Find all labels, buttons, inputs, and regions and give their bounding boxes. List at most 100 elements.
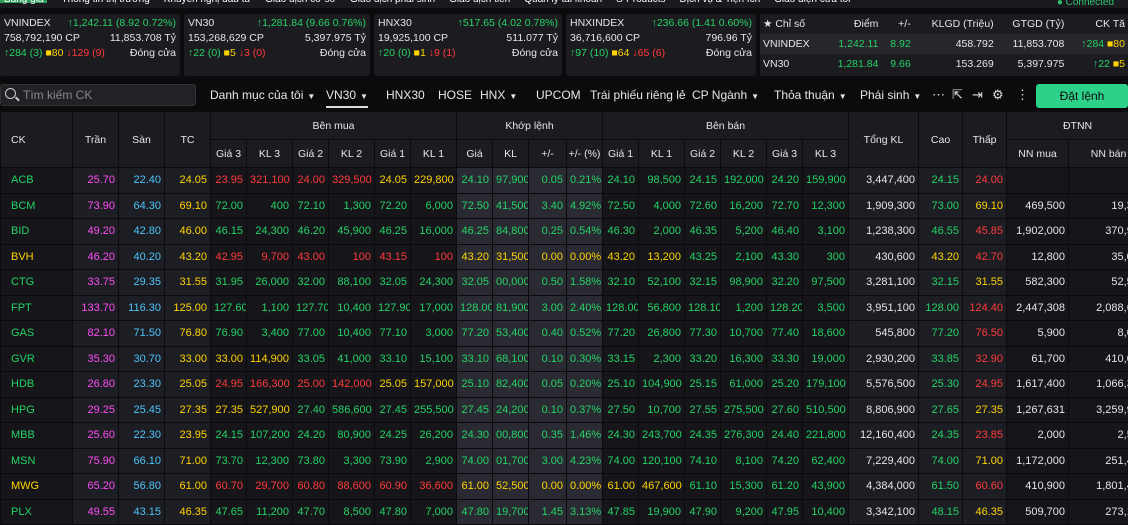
kebab-menu-icon[interactable]: ⋮ <box>1016 87 1029 103</box>
menu-0[interactable]: Danh mục của tôi▼ <box>210 82 315 108</box>
data-cell: 43.00 <box>293 244 329 270</box>
data-cell: 33.20 <box>685 346 721 372</box>
data-cell: 76.80 <box>165 321 211 347</box>
data-cell: 469,500 <box>1007 193 1069 219</box>
summary-cell: 11,853.708 <box>997 34 1068 54</box>
index-card[interactable]: VN30↑1,281.84 (9.66 0.76%)153,268,629 CP… <box>184 14 370 76</box>
summary-cell: 5,397.975 <box>997 54 1068 74</box>
nav-item[interactable]: Giao diện cửa tôi <box>774 0 850 3</box>
index-card[interactable]: HNXINDEX↑236.66 (1.41 0.60%)36,716,600 C… <box>566 14 756 76</box>
data-cell: 24.15 <box>211 423 247 449</box>
menu-2[interactable]: HNX30 <box>386 82 425 108</box>
index-breadth: ↑284 (3) ■80 ↓129 (9) <box>4 46 105 61</box>
data-cell: 23.95 <box>165 423 211 449</box>
data-cell: 27.45 <box>375 397 411 423</box>
menu-label: HOSE <box>438 88 472 102</box>
search-input[interactable]: Tìm kiếm CK <box>0 84 196 106</box>
symbol-cell[interactable]: GVR <box>1 346 73 372</box>
col-ck: CK <box>1 112 73 168</box>
symbol-cell[interactable]: BCM <box>1 193 73 219</box>
nav-item[interactable]: Khuyến nghị đầu tư <box>164 0 251 3</box>
symbol-cell[interactable]: HPG <box>1 397 73 423</box>
data-cell: 27.35 <box>963 397 1007 423</box>
index-card[interactable]: VNINDEX↑1,242.11 (8.92 0.72%)758,792,190… <box>0 14 180 76</box>
export-icon[interactable]: ⇱ <box>952 87 963 103</box>
symbol-cell[interactable]: BVH <box>1 244 73 270</box>
search-icon <box>5 88 16 99</box>
data-cell: 61.00 <box>165 474 211 500</box>
menu-7[interactable]: CP Ngành▼ <box>692 82 759 108</box>
summary-cell: VNINDEX <box>760 34 824 54</box>
menu-9[interactable]: Phái sinh▼ <box>860 82 921 108</box>
data-cell: 157,000 <box>411 372 457 398</box>
place-order-button[interactable]: Đặt lệnh <box>1036 84 1128 108</box>
symbol-cell[interactable]: BID <box>1 219 73 245</box>
data-cell: 74.00 <box>603 448 639 474</box>
menu-8[interactable]: Thỏa thuận▼ <box>774 82 847 108</box>
data-cell: 8,806,900 <box>849 397 919 423</box>
nav-item[interactable]: Quản lý tài khoản <box>524 0 602 3</box>
data-cell: 61.10 <box>685 474 721 500</box>
chevron-down-icon: ▼ <box>360 92 368 101</box>
menu-4[interactable]: HNX▼ <box>480 82 517 108</box>
menu-6[interactable]: Trái phiếu riêng lẻ <box>590 82 686 108</box>
col-header: KL 1 <box>411 140 457 168</box>
gear-icon[interactable]: ⚙ <box>992 87 1004 103</box>
symbol-cell[interactable]: MSN <box>1 448 73 474</box>
data-cell: 0.50 <box>529 270 567 296</box>
index-volume: 36,716,600 CP <box>570 31 640 46</box>
nav-item[interactable]: Giao dịch cơ sở <box>265 0 336 3</box>
data-cell: 61.20 <box>767 474 803 500</box>
nav-item[interactable]: Giao dịch tiền <box>449 0 510 3</box>
more-icon[interactable]: ⋯ <box>932 87 945 103</box>
summary-cell: 8.92 <box>881 34 913 54</box>
symbol-cell[interactable]: HDB <box>1 372 73 398</box>
unchanged: ■5 <box>224 47 239 59</box>
data-cell: 47.80 <box>375 499 411 525</box>
nav-item[interactable]: Bảng giá <box>0 0 47 3</box>
symbol-cell[interactable]: MBB <box>1 423 73 449</box>
index-row: HNXINDEX↑236.66 (1.41 0.60%) <box>570 16 752 31</box>
data-cell: 19,700 <box>493 499 529 525</box>
symbol-cell[interactable]: GAS <box>1 321 73 347</box>
menu-1[interactable]: VN30▼ <box>326 82 368 108</box>
symbol-cell[interactable]: MWG <box>1 474 73 500</box>
menu-5[interactable]: UPCOM <box>536 82 581 108</box>
nav-item[interactable]: Giao dịch phái sinh <box>350 0 435 3</box>
symbol-cell[interactable]: ACB <box>1 168 73 194</box>
menu-3[interactable]: HOSE <box>438 82 472 108</box>
data-cell: 3,300 <box>329 448 375 474</box>
nav-item[interactable]: Dịch vụ & Tiện ích <box>680 0 761 3</box>
data-cell: 52,500 <box>1069 270 1128 296</box>
symbol-cell[interactable]: PLX <box>1 499 73 525</box>
data-cell: 31.95 <box>211 270 247 296</box>
data-cell: 52,100 <box>639 270 685 296</box>
nav-item[interactable]: Thông tin thị trường <box>61 0 149 3</box>
menu-label: HNX <box>480 88 505 102</box>
symbol-cell[interactable]: CTG <box>1 270 73 296</box>
collapse-icon[interactable]: ⇥ <box>972 87 983 103</box>
symbol-cell[interactable]: FPT <box>1 295 73 321</box>
col-header: KL <box>493 140 529 168</box>
data-cell: 61,700 <box>1007 346 1069 372</box>
data-cell: 22.30 <box>119 423 165 449</box>
data-cell: 16,200 <box>721 193 767 219</box>
nav-item[interactable]: S-Products <box>616 0 665 3</box>
